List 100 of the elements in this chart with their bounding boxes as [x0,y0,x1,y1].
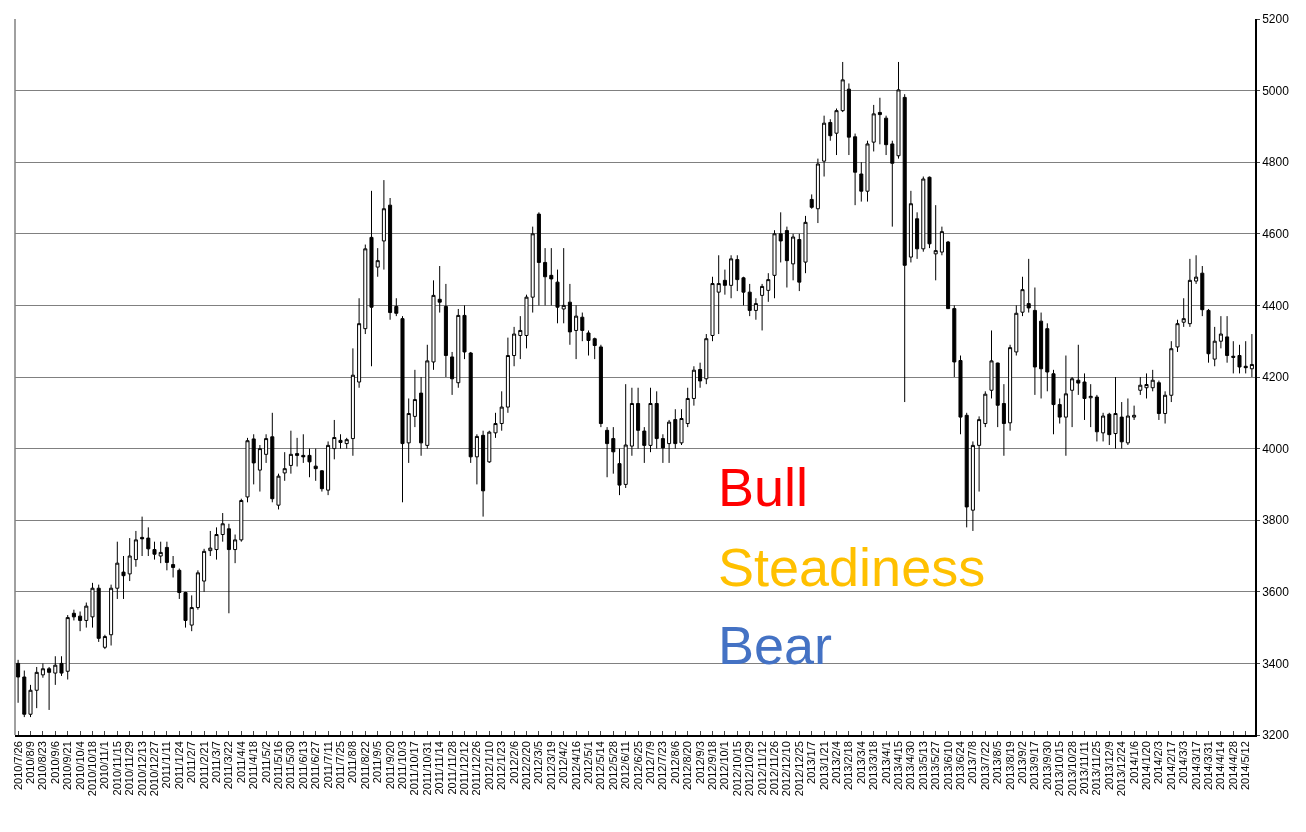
x-tick-label: 2011/5/16 [272,741,285,790]
candlestick [1082,372,1087,421]
x-tick-label: 2011/12/26 [470,741,483,796]
candlestick [1175,319,1180,353]
candlestick [735,254,740,292]
candlestick [71,609,76,621]
candlestick [840,61,845,113]
x-tick-label: 2014/4/28 [1226,741,1239,791]
candlestick [716,254,721,335]
y-tick-label: 4400 [1262,298,1290,313]
x-tick-label: 2011/11/14 [433,741,446,795]
candlestick [1200,265,1205,317]
candlestick [1107,412,1112,446]
candlestick [1032,287,1037,396]
x-tick-label: 2012/6/11 [619,741,632,790]
candlestick [809,193,814,210]
candlestick [1001,383,1006,457]
candlestick [598,344,603,428]
candlestick [574,304,579,360]
candlestick [853,133,858,206]
x-tick-label: 2011/9/20 [383,741,396,790]
candlestick [109,584,114,646]
x-tick-label: 2010/9/21 [61,741,74,791]
candlestick [1125,397,1130,446]
x-tick-label: 2011/11/28 [445,741,458,795]
x-tick-label: 2011/10/3 [396,741,409,790]
x-tick-label: 2012/12/10 [780,741,793,797]
y-tick-label: 5000 [1262,83,1290,98]
candlestick [1150,369,1155,392]
candlestick [964,412,969,528]
candlestick [865,140,870,203]
candlestick [877,97,882,145]
candlestick [958,355,963,435]
candlestick [282,451,287,482]
candlestick [164,541,169,571]
x-tick-label: 2014/3/31 [1202,741,1215,791]
x-tick-label: 2012/9/18 [706,741,719,791]
x-tick-label: 2011/3/22 [222,741,235,790]
x-tick-label: 2013/12/24 [1115,741,1128,797]
candlestick [462,304,467,360]
candlestick [301,433,306,464]
x-tick-label: 2012/2/20 [520,741,533,791]
candlestick [921,176,926,253]
x-tick-label: 2013/6/10 [941,741,954,791]
y-tick-label: 4600 [1262,227,1290,241]
candlestick [871,104,876,152]
x-tick-label: 2012/8/6 [668,741,681,784]
candlestick [394,297,399,317]
candlestick [96,584,101,643]
candlestick [1094,394,1099,442]
candlestick [884,115,889,156]
candlestick [505,337,510,414]
candlestick [741,276,746,306]
candlestick [822,115,827,178]
candlestick [722,269,727,296]
x-tick-label: 2011/6/13 [296,741,309,790]
candlestick [171,555,176,578]
y-tick-label: 4000 [1262,441,1290,456]
candlestick [698,362,703,389]
x-tick-label: 2012/2/6 [507,741,520,784]
x-tick-label: 2012/11/26 [768,741,781,796]
candlestick [202,548,207,593]
candlestick [487,430,492,464]
candlestick [214,526,219,561]
candlestick [1237,344,1242,374]
candlestick [927,176,932,249]
x-tick-label: 2012/4/2 [557,741,570,784]
x-tick-label: 2013/6/24 [954,741,967,791]
candlestick [791,233,796,281]
x-tick-label: 2012/12/25 [792,741,805,797]
candlestick [772,229,777,299]
candlestick [977,415,982,493]
candlestick [357,297,362,389]
x-tick-label: 2011/10/31 [420,741,433,796]
x-tick-label: 2010/12/13 [135,741,148,797]
candlestick [208,530,213,557]
x-tick-label: 2010/11/1 [98,741,111,790]
candlestick [16,659,21,704]
candlestick [251,433,256,485]
candlestick [419,376,424,457]
candlestick [158,541,163,564]
x-tick-label: 2010/11/15 [110,741,123,796]
x-tick-label: 2014/5/12 [1239,741,1252,791]
candlestick [543,247,548,306]
candlestick [1119,401,1124,450]
x-tick-label: 2013/7/8 [966,741,979,784]
candlestick [1144,372,1149,399]
candlestick [84,602,89,629]
candlestick [1026,258,1031,314]
candlestick [834,108,839,156]
candlestick [1020,276,1025,317]
x-tick-label: 2011/3/7 [210,741,223,784]
y-tick-label: 3200 [1262,728,1290,743]
y-tick-label: 3800 [1262,513,1290,528]
x-tick-label: 2011/9/5 [371,741,384,784]
y-tick-label: 4800 [1262,155,1290,170]
candlestick [381,179,386,271]
x-tick-label: 2011/4/18 [247,741,260,790]
candlestick [1101,412,1106,442]
candlestick [115,541,120,600]
